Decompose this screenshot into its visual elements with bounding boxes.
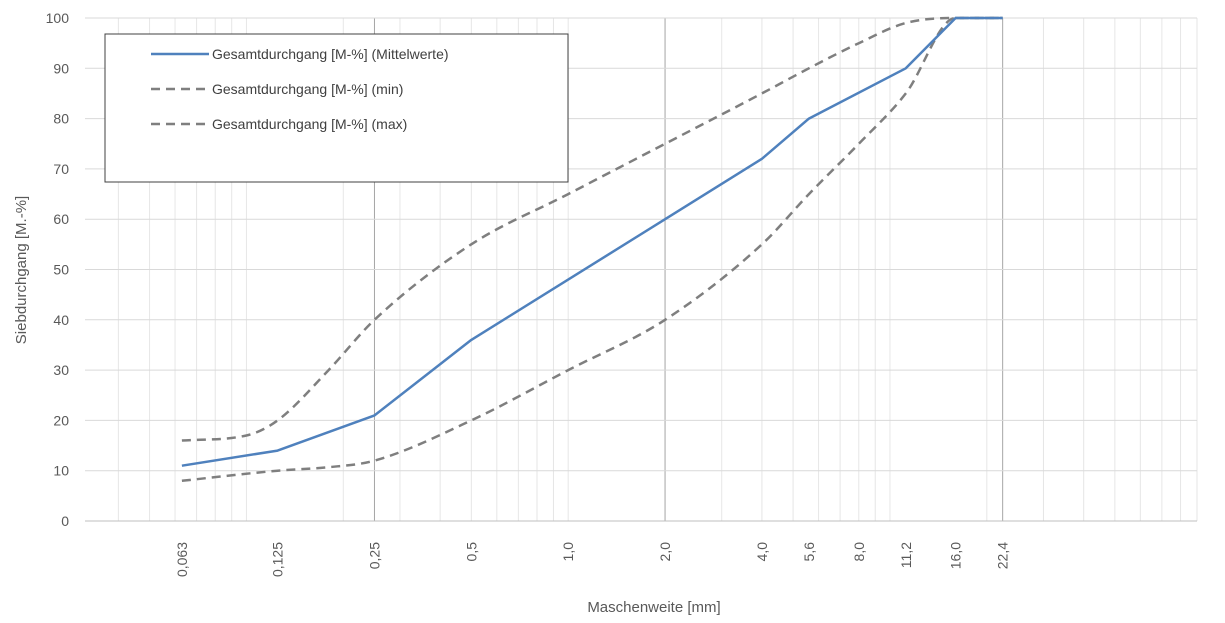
y-tick-label: 70: [53, 161, 69, 177]
y-tick-label: 80: [53, 111, 69, 127]
y-tick-label: 90: [53, 60, 69, 76]
x-tick-label: 2,0: [657, 542, 673, 562]
series-line-2: [181, 16, 1003, 442]
x-tick-label: 4,0: [754, 542, 770, 562]
series-line-0: [181, 16, 1003, 467]
legend-label: Gesamtdurchgang [M-%] (max): [212, 116, 407, 132]
x-tick-label: 0,063: [174, 542, 190, 577]
x-tick-label: 11,2: [898, 542, 914, 568]
x-axis: 0,063 0,125 0,25 0,5 1,0 2,0 4,0 5,6 8,0 11,2 16,0…: [85, 520, 1197, 577]
x-tick-label: 16,0: [948, 542, 964, 569]
x-tick-label: 5,6: [801, 542, 817, 562]
y-tick-label: 20: [53, 412, 69, 428]
y-tick-label: 40: [53, 312, 69, 328]
x-axis-title: Maschenweite [mm]: [587, 599, 720, 616]
x-tick-label: 8,0: [851, 542, 867, 562]
y-tick-label: 10: [53, 463, 69, 479]
legend: Gesamtdurchgang [M-%] (Mittelwerte) Gesam…: [104, 33, 569, 183]
legend-label: Gesamtdurchgang [M-%] (min): [212, 81, 403, 97]
legend-label: Gesamtdurchgang [M-%] (Mittelwerte): [212, 46, 449, 62]
y-axis-title: Siebdurchgang [M.-%]: [13, 196, 30, 344]
x-tick-label: 0,5: [463, 542, 479, 562]
y-tick-label: 50: [53, 262, 69, 278]
series-layer: [181, 16, 1003, 483]
y-tick-label: 100: [46, 10, 70, 26]
y-axis: 0 10 20 30 40 50 60 70 80 90 100: [46, 10, 70, 529]
y-tick-label: 0: [61, 513, 69, 529]
x-tick-label: 22,4: [995, 542, 1011, 569]
x-tick-label: 0,125: [270, 542, 286, 577]
y-tick-label: 60: [53, 211, 69, 227]
series-line-1: [181, 16, 1003, 483]
major-gridlines: [85, 17, 1197, 521]
legend-box: [104, 33, 569, 183]
x-tick-label: 1,0: [560, 542, 576, 562]
x-tick-label: 0,25: [366, 542, 382, 569]
legend-items: Gesamtdurchgang [M-%] (Mittelwerte) Gesam…: [151, 46, 449, 132]
y-tick-label: 30: [53, 362, 69, 378]
